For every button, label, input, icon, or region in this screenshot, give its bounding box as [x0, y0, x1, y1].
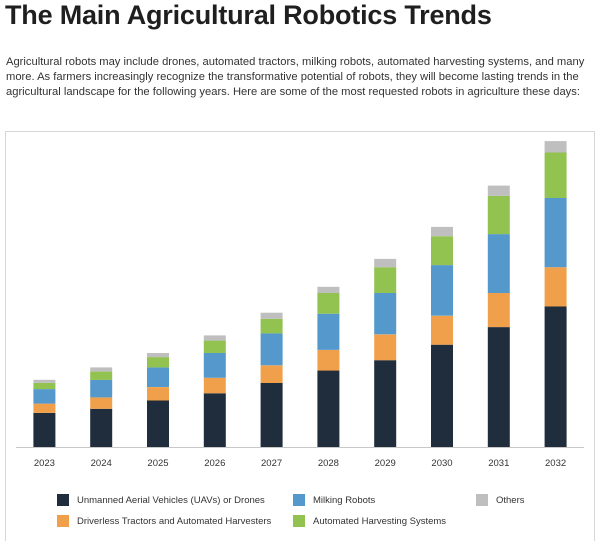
bar-segment-2031-series-0	[487, 327, 510, 447]
bar-segment-2028-series-3	[317, 293, 340, 314]
bar-segment-2024-series-1	[90, 397, 113, 409]
bar-segment-2026-series-4	[203, 335, 226, 341]
bar-segment-2032-series-4	[544, 141, 567, 153]
chart-panel: 2023 2024 2025 2026 2027 2028 2029 2030 2031 2032…	[5, 131, 595, 541]
bar-segment-2027-series-2	[260, 333, 283, 366]
x-tick-label-2026: 2026	[204, 458, 225, 469]
bar-segment-2024-series-4	[90, 367, 113, 372]
bar-segment-2026-series-3	[203, 340, 226, 353]
x-tick-label-2029: 2029	[375, 458, 396, 469]
bar-segment-2029-series-3	[374, 267, 397, 293]
legend-swatch-harvesting	[293, 515, 305, 527]
bar-segment-2025-series-4	[147, 353, 169, 358]
x-tick-label-2023: 2023	[34, 458, 55, 469]
bar-segment-2032-series-0	[544, 306, 567, 447]
x-tick-label-2028: 2028	[318, 458, 339, 469]
bar-segment-2028-series-4	[317, 286, 340, 293]
legend-label-others: Others	[496, 494, 525, 506]
bar-segment-2023-series-2	[33, 389, 56, 404]
bar-segment-2027-series-1	[260, 365, 283, 383]
bar-segment-2029-series-0	[374, 360, 397, 447]
legend-item-harvesting: Automated Harvesting Systems	[293, 515, 446, 527]
bar-segment-2027-series-4	[260, 312, 283, 319]
bar-segment-2023-series-1	[33, 403, 56, 413]
legend-swatch-drones	[57, 494, 69, 506]
bar-segment-2025-series-0	[147, 400, 169, 447]
x-tick-label-2031: 2031	[488, 458, 509, 469]
bar-segment-2023-series-3	[33, 382, 56, 390]
legend-swatch-tractors	[57, 515, 69, 527]
legend-label-milking: Milking Robots	[313, 494, 376, 506]
legend-item-tractors: Driverless Tractors and Automated Harves…	[57, 515, 271, 527]
bar-segment-2029-series-2	[374, 293, 397, 335]
x-tick-label-2027: 2027	[261, 458, 282, 469]
bar-segment-2026-series-2	[203, 353, 226, 378]
legend-label-harvesting: Automated Harvesting Systems	[313, 515, 447, 527]
bar-segment-2025-series-3	[147, 357, 169, 368]
x-tick-label-2024: 2024	[91, 458, 112, 469]
bar-segment-2027-series-0	[260, 382, 283, 447]
bar-segment-2032-series-2	[544, 198, 567, 268]
bar-segment-2028-series-1	[317, 349, 340, 371]
bar-segment-2030-series-0	[431, 344, 453, 447]
bar-segment-2032-series-3	[544, 152, 567, 198]
x-tick-label-2030: 2030	[431, 458, 452, 469]
legend-label-drones: Unmanned Aerial Vehicles (UAVs) or Drone…	[77, 494, 265, 506]
bar-segment-2029-series-1	[374, 334, 397, 361]
bar-segment-2029-series-4	[374, 258, 397, 268]
bar-segment-2026-series-0	[203, 393, 226, 447]
bar-segment-2028-series-2	[317, 313, 340, 350]
bar-segment-2032-series-1	[544, 267, 567, 307]
bar-segment-2031-series-1	[487, 293, 510, 328]
bar-segment-2030-series-1	[431, 315, 453, 345]
bar-segment-2023-series-4	[33, 379, 56, 383]
bar-segment-2031-series-2	[487, 234, 510, 293]
bar-segment-2030-series-2	[431, 265, 453, 316]
legend-swatch-others	[476, 494, 488, 506]
bar-segment-2024-series-2	[90, 379, 113, 398]
bar-segment-2027-series-3	[260, 318, 283, 334]
legend-swatch-milking	[293, 494, 305, 506]
bar-segment-2031-series-3	[487, 195, 510, 235]
bar-segment-2030-series-4	[431, 226, 453, 237]
legend-item-drones: Unmanned Aerial Vehicles (UAVs) or Drone…	[57, 494, 265, 506]
bar-segment-2031-series-4	[487, 185, 510, 196]
intro-paragraph: Agricultural robots may include drones, …	[6, 56, 585, 98]
bar-segment-2024-series-3	[90, 371, 113, 380]
bar-segment-2025-series-1	[147, 387, 169, 401]
legend-label-tractors: Driverless Tractors and Automated Harves…	[77, 515, 272, 527]
bar-segment-2030-series-3	[431, 236, 453, 266]
stacked-bar-chart: 2023 2024 2025 2026 2027 2028 2029 2030 2031 2032	[16, 141, 584, 469]
bar-segment-2028-series-0	[317, 370, 340, 447]
x-tick-label-2032: 2032	[545, 458, 566, 469]
bar-segment-2025-series-2	[147, 367, 169, 387]
legend-item-milking: Milking Robots	[293, 494, 375, 506]
bar-segment-2023-series-0	[33, 412, 56, 447]
page-title: The Main Agricultural Robotics Trends	[5, 0, 492, 30]
x-tick-label-2025: 2025	[147, 458, 168, 469]
legend-item-others: Others	[476, 494, 525, 506]
bar-segment-2024-series-0	[90, 408, 113, 447]
bar-segment-2026-series-1	[203, 377, 226, 394]
